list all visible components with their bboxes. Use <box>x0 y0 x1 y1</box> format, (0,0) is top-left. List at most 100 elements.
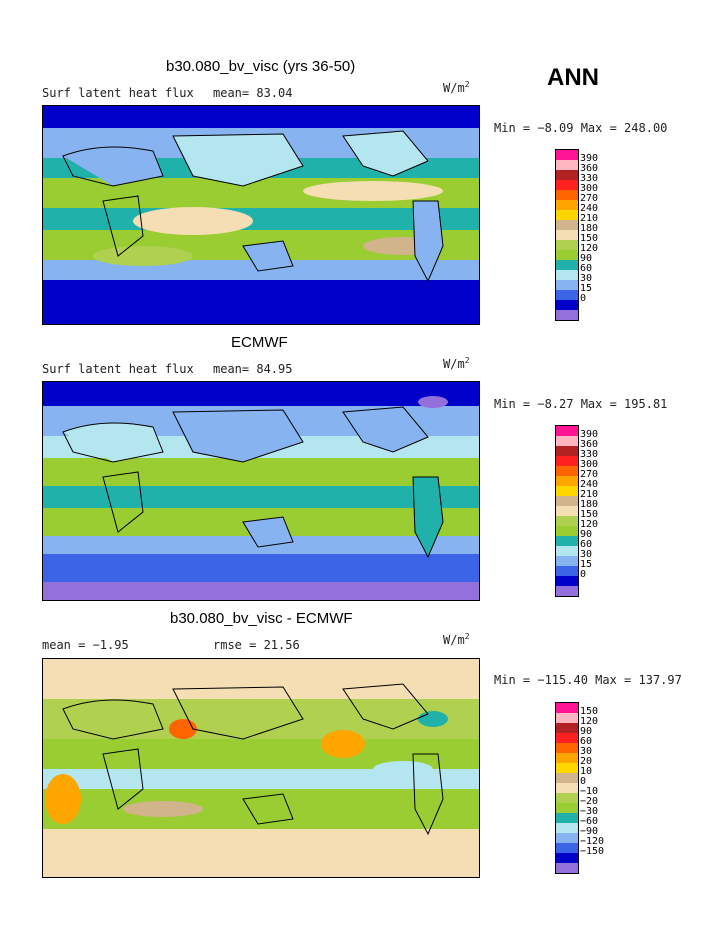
colorbar-swatch <box>556 426 578 436</box>
colorbar-label: 0 <box>580 776 587 787</box>
panel3-minmax: Min = −115.40 Max = 137.97 <box>494 673 682 687</box>
colorbar-label: 150 <box>580 706 599 717</box>
colorbar-swatch <box>556 586 578 596</box>
colorbar-swatch <box>556 566 578 576</box>
colorbar-label: 180 <box>580 223 599 234</box>
panel3-units: W/m2 <box>443 632 470 647</box>
colorbar-swatch <box>556 290 578 300</box>
colorbar-label: 60 <box>580 539 593 550</box>
colorbar-label: 180 <box>580 499 599 510</box>
panel2-mean: mean= 84.95 <box>213 362 293 376</box>
colorbar-label: −90 <box>580 826 599 837</box>
colorbar-label: 300 <box>580 459 599 470</box>
panel3-rmse: rmse = 21.56 <box>213 638 300 652</box>
colorbar-swatch <box>556 280 578 290</box>
colorbar-label: 30 <box>580 273 593 284</box>
colorbar-swatch <box>556 506 578 516</box>
colorbar-swatch <box>556 250 578 260</box>
colorbar-swatch <box>556 476 578 486</box>
colorbar-label: 10 <box>580 766 593 777</box>
panel3-map <box>42 658 480 878</box>
colorbar-swatch <box>556 200 578 210</box>
colorbar-swatch <box>556 743 578 753</box>
colorbar-swatch <box>556 833 578 843</box>
colorbar-swatch <box>556 703 578 713</box>
colorbar-label: 90 <box>580 253 593 264</box>
colorbar-label: 60 <box>580 263 593 274</box>
colorbar-swatch <box>556 310 578 320</box>
colorbar-swatch <box>556 516 578 526</box>
colorbar-swatch <box>556 753 578 763</box>
panel1-mean: mean= 83.04 <box>213 86 293 100</box>
colorbar-label: 0 <box>580 293 587 304</box>
panel3-colorbar <box>555 702 579 874</box>
colorbar-swatch <box>556 466 578 476</box>
colorbar-swatch <box>556 763 578 773</box>
colorbar-label: 120 <box>580 716 599 727</box>
season-label: ANN <box>547 64 599 91</box>
colorbar-label: 360 <box>580 439 599 450</box>
colorbar-swatch <box>556 486 578 496</box>
colorbar-label: 0 <box>580 569 587 580</box>
colorbar-label: 210 <box>580 213 599 224</box>
panel3-field <box>43 659 479 877</box>
panel2-title: ECMWF <box>231 334 288 351</box>
colorbar-label: 150 <box>580 233 599 244</box>
colorbar-label: 30 <box>580 746 593 757</box>
colorbar-label: 15 <box>580 283 593 294</box>
colorbar-swatch <box>556 536 578 546</box>
colorbar-swatch <box>556 556 578 566</box>
panel1-map <box>42 105 480 325</box>
colorbar-swatch <box>556 180 578 190</box>
colorbar-label: −150 <box>580 846 605 857</box>
colorbar-swatch <box>556 210 578 220</box>
colorbar-swatch <box>556 863 578 873</box>
colorbar-swatch <box>556 446 578 456</box>
panel3-title: b30.080_bv_visc - ECMWF <box>170 610 353 627</box>
colorbar-swatch <box>556 160 578 170</box>
colorbar-swatch <box>556 436 578 446</box>
colorbar-swatch <box>556 190 578 200</box>
panel2-units: W/m2 <box>443 356 470 371</box>
colorbar-label: 390 <box>580 429 599 440</box>
colorbar-swatch <box>556 150 578 160</box>
panel2-colorbar-labels: 390 360 330 300 270 240 210 180 150 120 90 60 30 15 0 <box>580 425 620 595</box>
colorbar-swatch <box>556 230 578 240</box>
colorbar-label: 270 <box>580 469 599 480</box>
colorbar-label: 330 <box>580 173 599 184</box>
colorbar-swatch <box>556 496 578 506</box>
colorbar-label: 240 <box>580 479 599 490</box>
colorbar-swatch <box>556 773 578 783</box>
colorbar-swatch <box>556 170 578 180</box>
panel1-minmax: Min = −8.09 Max = 248.00 <box>494 121 668 135</box>
colorbar-label: 120 <box>580 243 599 254</box>
colorbar-swatch <box>556 733 578 743</box>
panel1-colorbar <box>555 149 579 321</box>
panel1-units: W/m2 <box>443 80 470 95</box>
colorbar-label: 20 <box>580 756 593 767</box>
panel1-field <box>43 106 479 324</box>
colorbar-label: −60 <box>580 816 599 827</box>
colorbar-swatch <box>556 843 578 853</box>
colorbar-swatch <box>556 803 578 813</box>
colorbar-label: −120 <box>580 836 605 847</box>
colorbar-swatch <box>556 576 578 586</box>
colorbar-label: 360 <box>580 163 599 174</box>
colorbar-label: 60 <box>580 736 593 747</box>
panel2-variable-label: Surf latent heat flux <box>42 362 194 376</box>
colorbar-swatch <box>556 456 578 466</box>
colorbar-label: 120 <box>580 519 599 530</box>
colorbar-swatch <box>556 546 578 556</box>
panel1-title: b30.080_bv_visc (yrs 36-50) <box>166 58 356 75</box>
colorbar-label: 150 <box>580 509 599 520</box>
colorbar-label: 300 <box>580 183 599 194</box>
colorbar-swatch <box>556 823 578 833</box>
colorbar-label: −20 <box>580 796 599 807</box>
colorbar-swatch <box>556 783 578 793</box>
colorbar-label: 390 <box>580 153 599 164</box>
colorbar-swatch <box>556 853 578 863</box>
panel2-field <box>43 382 479 600</box>
colorbar-swatch <box>556 723 578 733</box>
colorbar-swatch <box>556 713 578 723</box>
colorbar-label: 210 <box>580 489 599 500</box>
